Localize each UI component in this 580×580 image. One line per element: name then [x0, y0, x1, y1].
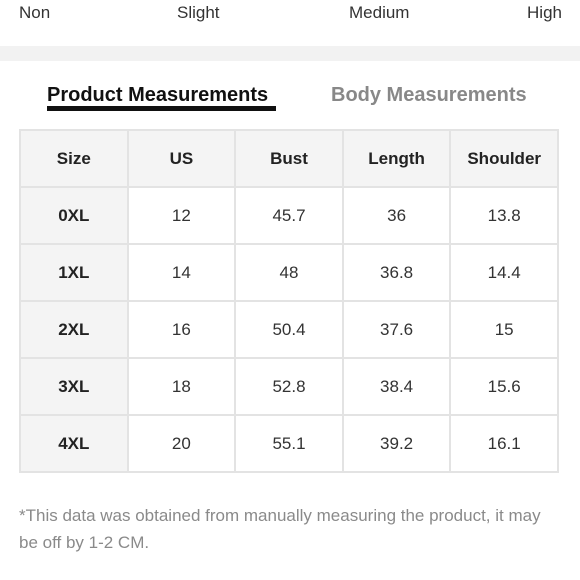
stretch-label-medium: Medium	[349, 3, 410, 22]
cell-shoulder: 13.8	[449, 186, 559, 245]
cell-bust: 45.7	[234, 186, 344, 245]
table-row: 0XL 12 45.7 36 13.8	[19, 186, 559, 245]
cell-length: 37.6	[341, 300, 452, 359]
cell-length: 38.4	[341, 357, 452, 416]
cell-size: 4XL	[19, 414, 129, 473]
header-bust: Bust	[234, 129, 344, 188]
table-row: 3XL 18 52.8 38.4 15.6	[19, 357, 559, 416]
header-size: Size	[19, 129, 129, 188]
active-tab-underline	[47, 106, 276, 111]
cell-us: 16	[126, 300, 237, 359]
cell-shoulder: 16.1	[449, 414, 559, 473]
cell-size: 1XL	[19, 243, 129, 302]
cell-size: 2XL	[19, 300, 129, 359]
table-row: 1XL 14 48 36.8 14.4	[19, 243, 559, 302]
cell-size: 0XL	[19, 186, 129, 245]
stretch-label-high: High	[527, 3, 562, 22]
table-row: 2XL 16 50.4 37.6 15	[19, 300, 559, 359]
cell-us: 18	[126, 357, 237, 416]
header-shoulder: Shoulder	[449, 129, 559, 188]
cell-bust: 52.8	[234, 357, 344, 416]
header-us: US	[126, 129, 237, 188]
cell-shoulder: 15.6	[449, 357, 559, 416]
cell-bust: 48	[234, 243, 344, 302]
cell-us: 20	[126, 414, 237, 473]
cell-us: 12	[126, 186, 237, 245]
measurement-tabs: Product Measurements Body Measurements	[0, 84, 580, 116]
cell-size: 3XL	[19, 357, 129, 416]
cell-shoulder: 15	[449, 300, 559, 359]
stretch-label-slight: Slight	[177, 3, 220, 22]
cell-us: 14	[126, 243, 237, 302]
stretch-scale: Non Slight Medium High	[0, 0, 580, 30]
stretch-label-non: Non	[19, 3, 51, 22]
measurement-disclaimer: *This data was obtained from manually me…	[19, 506, 541, 552]
size-table: Size US Bust Length Shoulder 0XL 12 45.7…	[19, 129, 559, 473]
section-divider	[0, 46, 580, 61]
cell-length: 36	[341, 186, 452, 245]
cell-length: 39.2	[341, 414, 452, 473]
cell-bust: 50.4	[234, 300, 344, 359]
cell-length: 36.8	[341, 243, 452, 302]
tab-body-measurements[interactable]: Body Measurements	[331, 84, 527, 106]
header-length: Length	[341, 129, 452, 188]
cell-shoulder: 14.4	[449, 243, 559, 302]
table-header-row: Size US Bust Length Shoulder	[19, 129, 559, 188]
cell-bust: 55.1	[234, 414, 344, 473]
table-row: 4XL 20 55.1 39.2 16.1	[19, 414, 559, 473]
tab-product-measurements[interactable]: Product Measurements	[47, 84, 269, 106]
